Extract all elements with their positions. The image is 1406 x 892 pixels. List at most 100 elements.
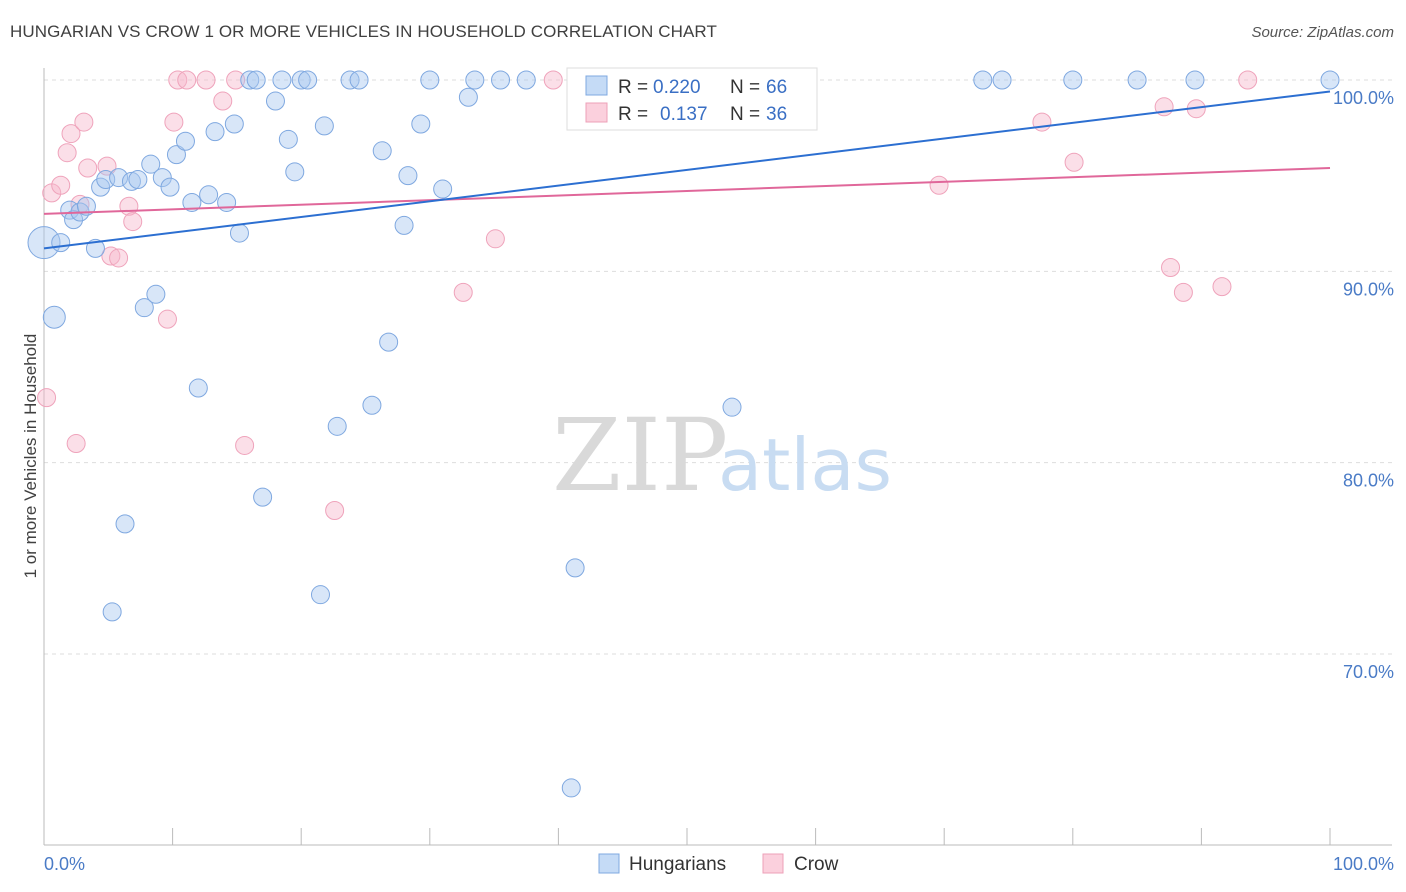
hungarians-point-12: [115, 514, 135, 534]
hungarians-point-44: [372, 141, 392, 161]
x-axis-ticks: [43, 828, 1331, 845]
hungarians-point-32: [265, 91, 285, 111]
crow-point-22: [325, 501, 345, 520]
source-label: Source: ZipAtlas.com: [1251, 24, 1394, 41]
y-tick-label-80: 80.0%: [1343, 471, 1394, 491]
hungarians-point-60: [992, 70, 1012, 90]
crow-point-35: [1238, 70, 1258, 90]
hungarians-point-46: [394, 215, 414, 235]
crow-point-29: [1064, 152, 1084, 172]
hungarians-point-58: [722, 397, 742, 417]
bottom-legend-swatch-hungarians: [598, 853, 620, 874]
series-hungarians-points: [27, 70, 1340, 798]
hungarians-point-21: [175, 131, 195, 151]
crow-point-4: [61, 124, 81, 144]
y-axis-title: 1 or more Vehicles in Household: [21, 334, 40, 579]
y-tick-label-70: 70.0%: [1343, 662, 1394, 682]
hungarians-point-25: [205, 122, 225, 142]
hungarians-point-1: [42, 305, 66, 329]
legend-r-label-1: R =: [618, 77, 653, 98]
hungarians-point-45: [379, 332, 399, 352]
hungarians-point-34: [278, 129, 298, 149]
hungarians-point-42: [349, 70, 369, 90]
hungarians-point-47: [398, 166, 418, 186]
crow-point-7: [74, 112, 94, 132]
hungarians-point-4: [64, 210, 84, 230]
crow-point-21: [235, 435, 255, 455]
bottom-legend-swatch-crow: [762, 853, 784, 874]
crow-point-19: [213, 91, 233, 111]
crow-point-17: [177, 70, 197, 90]
y-tick-label-90: 90.0%: [1343, 279, 1394, 299]
trend-line-crow: [43, 167, 1331, 215]
crow-point-2: [51, 175, 71, 195]
legend-r-label-2: R =: [618, 104, 653, 125]
hungarians-point-23: [188, 378, 208, 398]
hungarians-point-36: [291, 70, 311, 90]
crow-point-18: [196, 70, 216, 90]
watermark-zip: ZIP: [552, 397, 728, 514]
hungarians-point-40: [327, 416, 347, 436]
hungarians-point-33: [272, 70, 292, 90]
crow-point-15: [164, 112, 184, 132]
chart-title: HUNGARIAN VS CROW 1 OR MORE VEHICLES IN …: [10, 22, 717, 41]
hungarians-point-0: [27, 226, 61, 260]
hungarians-point-2: [51, 233, 71, 253]
trend-lines: [43, 90, 1331, 250]
hungarians-point-63: [1185, 70, 1205, 90]
hungarians-point-24: [199, 185, 219, 205]
crow-point-8: [78, 158, 98, 178]
legend-swatch-crow: [585, 102, 608, 123]
legend-n-value-1: 66: [766, 77, 787, 98]
hungarians-point-38: [310, 585, 330, 605]
crow-point-25: [543, 70, 563, 90]
hungarians-point-7: [85, 238, 105, 258]
hungarians-point-17: [146, 284, 166, 304]
hungarians-point-31: [253, 487, 273, 507]
hungarians-point-29: [240, 70, 260, 90]
hungarians-point-51: [458, 87, 478, 107]
crow-point-31: [1161, 258, 1181, 278]
hungarians-point-35: [285, 162, 305, 182]
bottom-legend-label-crow: Crow: [794, 854, 839, 875]
x-tick-label-max: 100.0%: [1333, 854, 1394, 874]
hungarians-point-50: [433, 179, 453, 199]
trend-line-hungarians: [43, 90, 1331, 250]
crow-point-27: [929, 175, 949, 195]
stats-legend: R = 0.220 N = 66 R = 0.137 N = 36: [566, 67, 818, 131]
hungarians-point-27: [224, 114, 244, 134]
crow-point-13: [123, 212, 143, 232]
hungarians-point-26: [217, 192, 237, 212]
hungarians-point-64: [1320, 70, 1340, 90]
hungarians-point-14: [128, 169, 148, 189]
crow-point-20: [226, 70, 246, 90]
crow-point-5: [66, 434, 86, 454]
hungarians-point-43: [362, 395, 382, 415]
hungarians-point-11: [109, 168, 129, 188]
legend-swatch-hungarians: [585, 75, 608, 96]
hungarians-point-13: [121, 171, 141, 191]
crow-point-34: [1212, 277, 1232, 297]
crow-point-3: [57, 143, 77, 163]
hungarians-point-61: [1063, 70, 1083, 90]
watermark-atlas: atlas: [718, 423, 892, 507]
hungarians-point-52: [465, 70, 485, 90]
legend-n-label-2: N =: [730, 104, 765, 125]
legend-n-value-2: 36: [766, 104, 787, 125]
hungarians-point-54: [516, 70, 536, 90]
crow-point-10: [101, 246, 121, 266]
grid-lines: [44, 79, 1392, 655]
hungarians-point-59: [973, 70, 993, 90]
hungarians-point-15: [134, 298, 154, 318]
crow-point-32: [1173, 282, 1193, 302]
hungarians-point-19: [160, 177, 180, 197]
crow-point-14: [157, 309, 177, 329]
crow-point-0: [37, 388, 57, 408]
hungarians-point-16: [141, 154, 161, 174]
hungarians-point-28: [229, 223, 249, 243]
hungarians-point-22: [182, 192, 202, 212]
hungarians-point-20: [166, 145, 186, 165]
crow-point-11: [109, 248, 129, 268]
legend-r-value-2: 0.137: [660, 104, 708, 125]
